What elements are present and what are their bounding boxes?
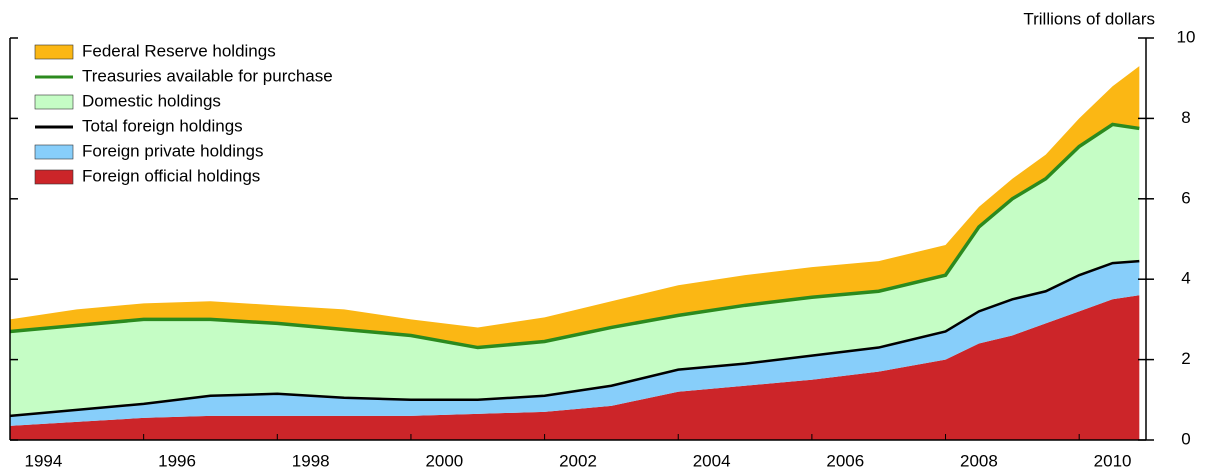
y-tick-label: 10 <box>1177 27 1196 46</box>
x-tick-label: 2002 <box>559 451 597 470</box>
y-axis-label: Trillions of dollars <box>1023 9 1155 28</box>
x-tick-label: 2010 <box>1094 451 1132 470</box>
x-tick-label: 1996 <box>158 451 196 470</box>
y-tick-label: 2 <box>1181 349 1190 368</box>
y-tick-label: 0 <box>1181 429 1190 448</box>
y-tick-label: 6 <box>1181 188 1190 207</box>
y-tick-label: 8 <box>1181 108 1190 127</box>
x-tick-label: 2006 <box>826 451 864 470</box>
legend-label: Foreign private holdings <box>82 141 263 160</box>
legend-swatch <box>34 144 74 160</box>
line <box>9 259 1140 418</box>
legend-label: Treasuries available for purchase <box>82 66 333 85</box>
x-tick-label: 2000 <box>425 451 463 470</box>
area <box>10 124 1140 416</box>
line <box>9 122 1140 350</box>
x-tick-label: 2008 <box>960 451 998 470</box>
area <box>10 66 1140 348</box>
area <box>10 295 1140 440</box>
x-tick-label: 1994 <box>24 451 62 470</box>
legend-label: Domestic holdings <box>82 91 221 110</box>
legend-label: Total foreign holdings <box>82 116 243 135</box>
legend-swatch <box>34 94 74 110</box>
y-tick-label: 4 <box>1181 269 1190 288</box>
x-tick-label: 1998 <box>292 451 330 470</box>
area <box>10 261 1140 426</box>
x-tick-label: 2004 <box>693 451 731 470</box>
legend-swatch <box>34 44 74 60</box>
legend-label: Foreign official holdings <box>82 166 260 185</box>
legend-swatch <box>34 169 74 185</box>
legend-label: Federal Reserve holdings <box>82 41 276 60</box>
